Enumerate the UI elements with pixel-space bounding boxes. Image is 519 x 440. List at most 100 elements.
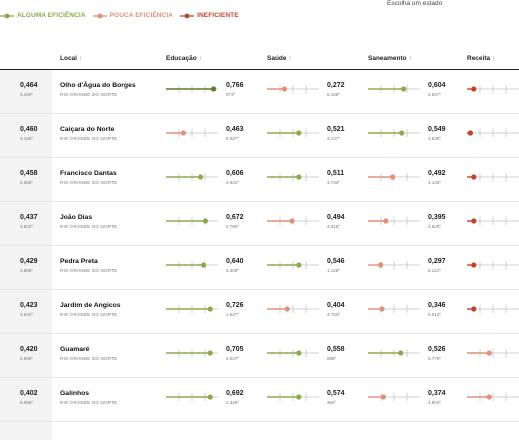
saneamento-rank: 4.133º xyxy=(428,180,441,185)
educacao-value: 0,726 xyxy=(226,302,244,309)
state-select[interactable]: Escolha um estado xyxy=(387,0,443,7)
receita-indicator[interactable] xyxy=(467,254,519,278)
previous-value: 0,420 xyxy=(20,346,38,353)
educacao-indicator[interactable]: 0,606 3.931º xyxy=(166,166,261,190)
educacao-indicator[interactable]: 0,726 1.647º xyxy=(166,298,261,322)
column-saneamento[interactable]: Saneamento ↑ xyxy=(368,55,412,62)
receita-gauge xyxy=(467,261,519,269)
educacao-indicator[interactable]: 0,640 3.409º xyxy=(166,254,261,278)
table-row[interactable]: 0,464 4.440º Olho d'Água do Borges RIO G… xyxy=(0,70,519,114)
legend-pouca: POUCA EFICIÊNCIA xyxy=(92,12,173,19)
table-header: Local ↑ Educação ↑ Saúde ↑ Saneamento ↑ … xyxy=(0,55,519,67)
saude-value: 0,521 xyxy=(327,126,345,133)
legend-alguma-icon xyxy=(0,13,14,18)
city-name[interactable]: Jardim de Angicos xyxy=(60,302,121,309)
table-row[interactable]: 0,460 4.155º Caiçara do Norte RIO GRANDE… xyxy=(0,114,519,158)
saneamento-indicator[interactable]: 0,374 4.904º xyxy=(368,386,463,410)
city-name[interactable]: João Dias xyxy=(60,214,93,221)
saneamento-rank: 3.779º xyxy=(428,356,441,361)
city-name[interactable]: Olho d'Água do Borges xyxy=(60,82,136,89)
saude-indicator[interactable]: 0,546 1.128º xyxy=(267,254,362,278)
previous-value: 0,437 xyxy=(20,214,38,221)
city-name[interactable]: Pedra Preta xyxy=(60,258,98,265)
saude-gauge xyxy=(267,85,319,93)
saneamento-gauge xyxy=(368,261,420,269)
educacao-rank: 2.047º xyxy=(226,356,239,361)
receita-gauge xyxy=(467,393,519,401)
saude-value: 0,546 xyxy=(327,258,345,265)
receita-indicator[interactable] xyxy=(467,78,519,102)
educacao-rank: 2.780º xyxy=(226,224,239,229)
saude-indicator[interactable]: 0,272 5.169º xyxy=(267,78,362,102)
receita-marker xyxy=(471,262,477,268)
saneamento-indicator[interactable]: 0,395 4.829º xyxy=(368,210,463,234)
table-row[interactable]: 0,429 4.886º Pedra Preta RIO GRANDE DO N… xyxy=(0,246,519,290)
column-receita[interactable]: Receita ↑ xyxy=(467,55,495,62)
receita-marker xyxy=(471,218,477,224)
city-name[interactable]: Caiçara do Norte xyxy=(60,126,115,133)
saude-marker xyxy=(296,350,302,356)
column-educacao[interactable]: Educação ↑ xyxy=(166,55,202,62)
saude-indicator[interactable]: 0,494 4.015º xyxy=(267,210,362,234)
saude-indicator[interactable]: 0,511 3.733º xyxy=(267,166,362,190)
legend: ALGUMA EFICIÊNCIA POUCA EFICIÊNCIA INEFI… xyxy=(0,12,246,19)
receita-indicator[interactable] xyxy=(467,386,519,410)
receita-indicator[interactable] xyxy=(467,122,519,146)
receita-indicator[interactable] xyxy=(467,298,519,322)
saneamento-gauge xyxy=(368,85,420,93)
receita-indicator[interactable] xyxy=(467,342,519,366)
saneamento-gauge xyxy=(368,173,420,181)
city-name[interactable]: Guamaré xyxy=(60,346,90,353)
saneamento-marker xyxy=(401,86,407,92)
receita-marker xyxy=(486,394,492,400)
city-name[interactable]: Galinhos xyxy=(60,390,90,397)
row-divider xyxy=(0,245,519,246)
legend-ineficiente: INEFICIENTE xyxy=(180,12,239,19)
educacao-indicator[interactable]: 0,766 973º xyxy=(166,78,261,102)
table-row[interactable]: 0,423 4.942º Jardim de Angicos RIO GRAND… xyxy=(0,290,519,334)
header-divider xyxy=(0,69,519,70)
educacao-marker xyxy=(207,394,213,400)
saude-indicator[interactable]: 0,558 686º xyxy=(267,342,362,366)
educacao-indicator[interactable]: 0,692 2.325º xyxy=(166,386,261,410)
table-row[interactable]: 0,420 4.959º Guamaré RIO GRANDE DO NORTE… xyxy=(0,334,519,378)
saneamento-indicator[interactable]: 0,549 3.539º xyxy=(368,122,463,146)
educacao-indicator[interactable]: 0,672 2.780º xyxy=(166,210,261,234)
table-row[interactable]: 0,458 4.565º Francisco Dantas RIO GRANDE… xyxy=(0,158,519,202)
saneamento-indicator[interactable]: 0,297 5.121º xyxy=(368,254,463,278)
row-divider xyxy=(0,289,519,290)
row-divider xyxy=(0,333,519,334)
saneamento-value: 0,492 xyxy=(428,170,446,177)
receita-indicator[interactable] xyxy=(467,210,519,234)
previous-rank: 4.959º xyxy=(20,356,33,361)
receita-gauge xyxy=(467,85,519,93)
table-row[interactable]: 0,437 4.810º João Dias RIO GRANDE DO NOR… xyxy=(0,202,519,246)
saneamento-marker xyxy=(378,262,384,268)
saude-indicator[interactable]: 0,574 364º xyxy=(267,386,362,410)
table-row[interactable]: 0,402 5.056º Galinhos RIO GRANDE DO NORT… xyxy=(0,378,519,422)
saude-rank: 5.169º xyxy=(327,92,340,97)
saude-value: 0,511 xyxy=(327,170,345,177)
educacao-indicator[interactable]: 0,463 5.027º xyxy=(166,122,261,146)
sort-arrow-icon: ↑ xyxy=(288,55,292,62)
sort-arrow-icon: ↑ xyxy=(198,55,202,62)
saude-value: 0,272 xyxy=(327,82,345,89)
educacao-indicator[interactable]: 0,705 2.047º xyxy=(166,342,261,366)
saneamento-gauge xyxy=(368,305,420,313)
saude-marker xyxy=(289,218,295,224)
saude-rank: 3.137º xyxy=(327,136,340,141)
saneamento-indicator[interactable]: 0,492 4.133º xyxy=(368,166,463,190)
saneamento-marker xyxy=(380,394,386,400)
saude-indicator[interactable]: 0,404 4.753º xyxy=(267,298,362,322)
previous-value: 0,458 xyxy=(20,170,38,177)
receita-indicator[interactable] xyxy=(467,166,519,190)
saneamento-indicator[interactable]: 0,604 2.847º xyxy=(368,78,463,102)
saneamento-indicator[interactable]: 0,346 5.012º xyxy=(368,298,463,322)
city-name[interactable]: Francisco Dantas xyxy=(60,170,117,177)
column-saude[interactable]: Saúde ↑ xyxy=(267,55,292,62)
saneamento-indicator[interactable]: 0,526 3.779º xyxy=(368,342,463,366)
column-local[interactable]: Local ↑ xyxy=(60,55,82,62)
saude-value: 0,494 xyxy=(327,214,345,221)
saude-rank: 1.128º xyxy=(327,268,340,273)
saude-indicator[interactable]: 0,521 3.137º xyxy=(267,122,362,146)
